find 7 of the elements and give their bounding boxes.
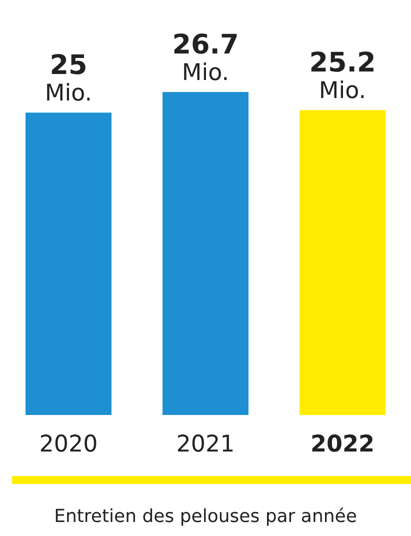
data-label: 25.2 Mio. xyxy=(309,48,376,104)
data-label: 26.7 Mio. xyxy=(172,30,239,86)
x-tick-label: 2022 xyxy=(310,432,375,458)
x-tick-label: 2021 xyxy=(176,432,235,458)
text: Entretien des pelouses par année xyxy=(53,506,358,527)
data-label: 25 Mio. xyxy=(44,50,92,107)
x-tick-label: 2020 xyxy=(39,432,98,458)
